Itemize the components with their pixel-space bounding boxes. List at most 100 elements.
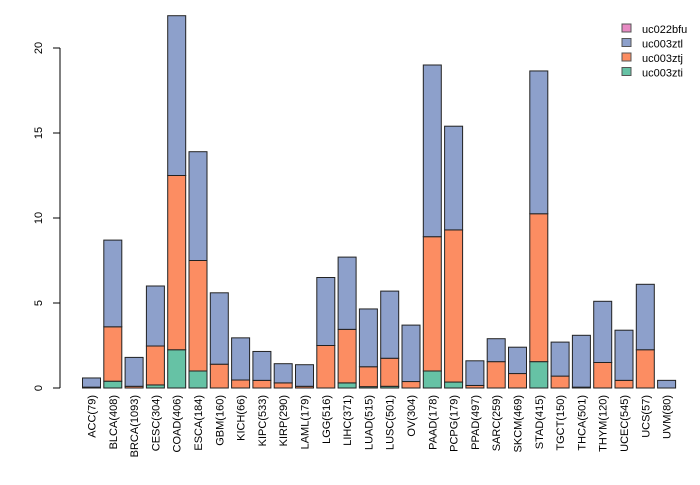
- legend-label-uc003ztl: uc003ztl: [642, 39, 683, 51]
- legend-swatch-uc003ztj: [621, 52, 632, 62]
- bar-segment-uc003ztj-pcpg: [444, 229, 464, 383]
- x-tick-label: ESCA(184): [193, 395, 205, 451]
- bar-segment-uc003ztj-ov: [401, 381, 421, 389]
- x-tick-label: LUSC(501): [385, 395, 397, 450]
- bar-segment-uc003ztj-sarc: [486, 361, 506, 389]
- x-tick-label: SKCM(469): [513, 395, 525, 452]
- bar-segment-uc003ztj-stad: [529, 213, 549, 363]
- bar-segment-uc003ztl-thym: [593, 300, 613, 363]
- legend-label-uc003ztj: uc003ztj: [642, 53, 683, 65]
- x-tick-label: ACC(79): [87, 395, 99, 438]
- x-tick-label: UCS(57): [640, 395, 652, 438]
- x-tick-label: BLCA(408): [108, 395, 120, 449]
- bar-segment-uc003ztj-paad: [422, 236, 442, 372]
- bar-segment-uc003ztl-kipc: [252, 350, 272, 381]
- x-tick-label: OV(304): [406, 395, 418, 437]
- bar-segment-uc003ztl-luad: [358, 308, 378, 368]
- bar-segment-uc003zti-paad: [422, 370, 442, 389]
- x-tick-label: LIHC(371): [342, 395, 354, 446]
- bar-segment-uc003ztj-kirp: [273, 382, 293, 389]
- bar-segment-uc003ztj-coad: [167, 175, 187, 351]
- y-tick-label: 15: [33, 127, 45, 139]
- bar-segment-uc003ztl-gbm: [209, 292, 229, 365]
- x-tick-label: PPAD(497): [470, 395, 482, 450]
- y-tick-label: 0: [33, 385, 45, 391]
- bar-segment-uc003ztj-kipc: [252, 379, 272, 389]
- x-tick-label: KICH(66): [236, 395, 248, 441]
- bar-segment-uc003ztj-lusc: [380, 357, 400, 387]
- bar-segment-uc003ztl-ucec: [614, 329, 634, 381]
- bar-segment-uc003ztl-laml: [295, 364, 314, 387]
- bar-segment-uc003ztl-sarc: [486, 338, 506, 363]
- y-tick-label: 20: [33, 42, 45, 54]
- x-tick-label: BRCA(1093): [129, 395, 141, 457]
- x-tick-label: UVM(80): [662, 395, 674, 439]
- y-tick-label: 5: [33, 300, 45, 306]
- bar-segment-uc003ztl-lihc: [337, 256, 357, 330]
- x-tick-label: TGCT(150): [555, 395, 567, 451]
- legend: uc022bfu uc003ztl uc003ztj uc003zti: [621, 23, 687, 80]
- bar-segment-uc003ztj-kich: [231, 379, 251, 389]
- bar-segment-uc003ztl-thca: [571, 334, 591, 388]
- bar-segment-uc003zti-esca: [188, 370, 208, 389]
- bar-segment-uc003ztj-tgct: [550, 375, 570, 389]
- x-tick-label: LGG(516): [321, 395, 333, 444]
- x-tick-label: STAD(415): [534, 395, 546, 449]
- bar-segment-uc003ztl-kirp: [273, 363, 293, 384]
- bar-segment-uc003ztj-gbm: [209, 363, 229, 389]
- bar-segment-uc003ztl-esca: [188, 151, 208, 261]
- legend-swatch-uc022bfu: [621, 23, 632, 33]
- bar-segment-uc003ztl-paad: [422, 64, 442, 238]
- bar-segment-uc003ztl-kich: [231, 337, 251, 381]
- x-tick-label: KIRP(290): [278, 395, 290, 446]
- legend-label-uc003zti: uc003zti: [642, 68, 683, 80]
- bar-segment-uc003ztl-uvm: [657, 379, 677, 389]
- bar-segment-uc003zti-blca: [103, 380, 123, 389]
- y-axis: 0 5 10 15 20: [33, 42, 61, 391]
- bar-segment-uc003ztl-ov: [401, 324, 421, 383]
- bars: [82, 15, 677, 389]
- bar-segment-uc003ztl-brca: [124, 356, 144, 387]
- x-tick-labels: ACC(79) BLCA(408) BRCA(1093) CESC(304) COAD(…: [87, 395, 674, 457]
- bar-segment-uc003zti-lihc: [337, 382, 357, 389]
- bar-segment-uc003zti-coad: [167, 349, 187, 389]
- bar-segment-uc003ztl-tgct: [550, 341, 570, 377]
- bar-segment-uc003ztj-thym: [593, 362, 613, 389]
- x-tick-label: COAD(406): [172, 395, 184, 452]
- bar-segment-uc003ztl-ucs: [635, 283, 655, 351]
- bar-segment-uc003ztj-ucs: [635, 349, 655, 389]
- x-tick-label: CESC(304): [150, 395, 162, 451]
- x-tick-label: LUAD(515): [363, 395, 375, 450]
- x-tick-label: GBM(160): [214, 395, 226, 446]
- bar-segment-uc003ztj-esca: [188, 260, 208, 372]
- legend-swatch-uc003zti: [621, 67, 632, 76]
- x-tick-label: KIPC(533): [257, 395, 269, 446]
- x-tick-label: SARC(259): [491, 395, 503, 451]
- bar-segment-uc003ztl-cesc: [145, 285, 165, 347]
- bar-segment-uc003ztl-ppad: [465, 360, 485, 386]
- x-tick-label: PCPG(179): [449, 395, 461, 452]
- bar-segment-uc003ztl-coad: [167, 15, 187, 177]
- bar-segment-uc003ztl-acc: [82, 377, 101, 388]
- bar-segment-uc003ztl-stad: [529, 70, 549, 215]
- bar-segment-uc003ztj-skcm: [508, 373, 527, 389]
- bar-segment-uc003ztj-blca: [103, 326, 123, 382]
- bar-segment-uc003zti-pcpg: [444, 381, 464, 389]
- bar-segment-uc003ztj-luad: [358, 366, 378, 388]
- bar-segment-uc003ztl-blca: [103, 239, 123, 328]
- bar-segment-uc003ztl-skcm: [508, 346, 527, 375]
- bar-segment-uc003ztl-lusc: [380, 290, 400, 359]
- x-tick-label: THYM(120): [598, 395, 610, 452]
- bar-segment-uc003ztl-pcpg: [444, 125, 464, 231]
- bar-segment-uc003zti-stad: [529, 361, 549, 389]
- bar-segment-uc003ztj-ucec: [614, 379, 634, 389]
- x-tick-label: THCA(501): [576, 395, 588, 451]
- legend-swatch-uc003ztl: [621, 38, 632, 47]
- bar-segment-uc003ztj-lihc: [337, 328, 357, 384]
- legend-label-uc022bfu: uc022bfu: [642, 24, 687, 36]
- bar-segment-uc003ztj-lgg: [316, 345, 336, 389]
- x-tick-label: LAML(179): [300, 395, 312, 449]
- bar-segment-uc003ztl-lgg: [316, 277, 336, 346]
- x-tick-label: PAAD(178): [427, 395, 439, 450]
